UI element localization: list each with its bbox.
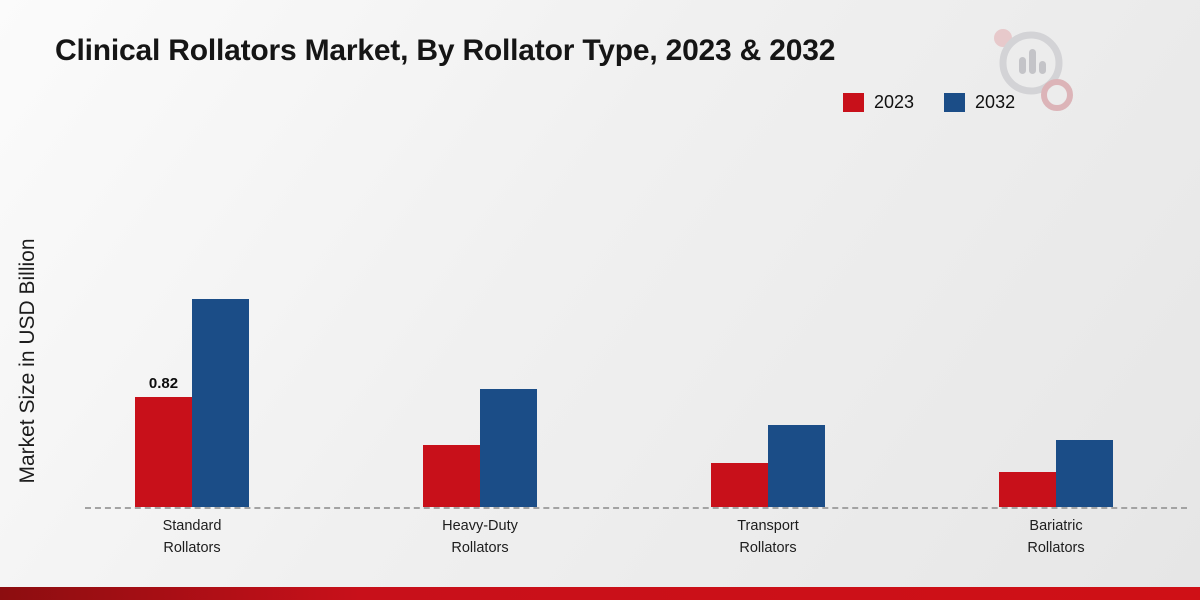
bar-2032-bariatric-rollators (1056, 440, 1113, 507)
bar-2023-heavy-duty-rollators (423, 445, 480, 507)
category-label: Standard Rollators (162, 518, 222, 556)
brand-logo-icon (994, 29, 1073, 111)
category-label: Transport Rollators (737, 518, 799, 556)
category-label: Heavy-Duty Rollators (442, 518, 518, 556)
legend-label: 2023 (874, 92, 915, 112)
legend-item-2023: 2023 (843, 92, 914, 113)
bar-2023-bariatric-rollators (999, 472, 1056, 507)
bar-2023-transport-rollators (711, 463, 768, 507)
legend-swatch (944, 93, 966, 112)
footer-accent-bar (0, 587, 1200, 600)
legend: 2023 2032 (843, 92, 1045, 113)
chart-title: Clinical Rollators Market, By Rollator T… (55, 34, 836, 67)
bar-2023-standard-rollators (135, 397, 192, 507)
legend-swatch (843, 93, 864, 112)
legend-item-2032: 2032 (944, 92, 1015, 113)
x-axis-baseline (85, 507, 1187, 509)
bar-2032-transport-rollators (768, 425, 825, 507)
category-label: Bariatric Rollators (1027, 518, 1085, 556)
legend-label: 2032 (975, 92, 1016, 112)
bar-2032-heavy-duty-rollators (480, 389, 537, 507)
bar-2032-standard-rollators (192, 299, 249, 507)
bar-value-label: 0.82 (148, 375, 179, 392)
